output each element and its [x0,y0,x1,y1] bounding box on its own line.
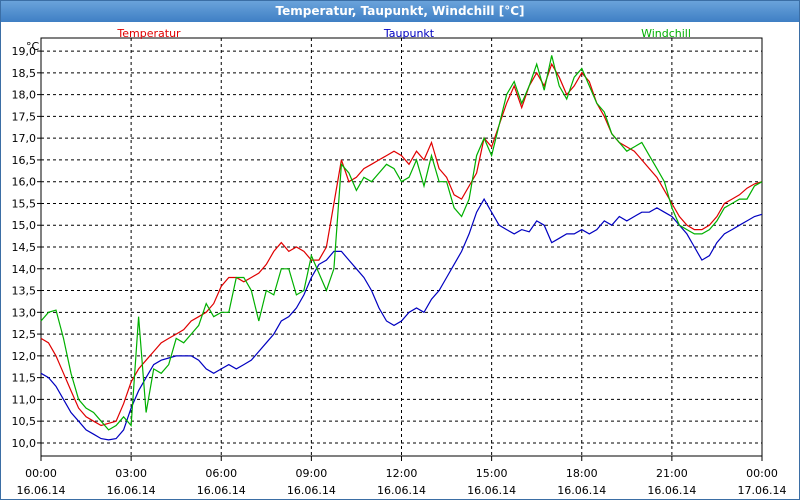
y-tick-label: 12,5 [12,328,37,341]
y-tick-label: 14,0 [12,263,37,276]
legend-temperatur: Temperatur [116,27,181,40]
y-axis: 10,0 10,5 11,0 11,5 12,0 12,5 13,0 13,5 14,0 14,5… [12,45,41,450]
x-tick-time: 12:00 [386,467,418,480]
x-tick-date: 16.06.14 [17,484,66,497]
x-tick-date: 16.06.14 [647,484,696,497]
y-tick-label: 11,5 [12,372,37,385]
y-tick-label: 15,0 [12,219,37,232]
y-tick-label: 17,5 [12,110,37,123]
series-line-temperatur [40,62,763,427]
y-tick-label: 13,0 [12,306,37,319]
y-tick-label: 19,0 [12,45,37,58]
y-tick-label: 11,0 [12,393,37,406]
window-title: Temperatur, Taupunkt, Windchill [°C] [1,1,799,22]
x-tick-time: 03:00 [115,467,147,480]
x-tick-date: 16.06.14 [287,484,336,497]
x-tick-time: 00:00 [746,467,778,480]
y-tick-label: 12,0 [12,350,37,363]
series-line-taupunkt [40,197,763,441]
y-tick-label: 16,5 [12,154,37,167]
legend: Temperatur Taupunkt Windchill [116,27,691,40]
x-tick-date: 16.06.14 [557,484,606,497]
legend-taupunkt: Taupunkt [383,27,435,40]
x-tick-time: 21:00 [656,467,688,480]
x-tick-date: 16.06.14 [197,484,246,497]
y-axis-label: °C [26,40,40,53]
x-axis: 00:00 16.06.14 03:00 16.06.14 06:00 16.06.14 0… [17,456,787,497]
x-tick-time: 15:00 [476,467,508,480]
y-tick-label: 15,5 [12,197,37,210]
y-tick-label: 14,5 [12,241,37,254]
x-tick-time: 18:00 [566,467,598,480]
y-tick-label: 18,0 [12,89,37,102]
y-tick-label: 16,0 [12,176,37,189]
y-tick-label: 17,0 [12,132,37,145]
x-tick-date: 17.06.14 [738,484,787,497]
x-tick-date: 16.06.14 [467,484,516,497]
grid-lines [41,38,762,456]
series-line-windchill [40,55,763,431]
x-tick-date: 16.06.14 [107,484,156,497]
x-tick-time: 09:00 [296,467,328,480]
y-tick-label: 10,0 [12,437,37,450]
y-tick-label: 10,5 [12,415,37,428]
y-tick-label: 13,5 [12,285,37,298]
series-layer [40,55,763,441]
x-tick-date: 16.06.14 [377,484,426,497]
x-tick-time: 00:00 [25,467,57,480]
legend-windchill: Windchill [641,27,691,40]
line-chart: 10,0 10,5 11,0 11,5 12,0 12,5 13,0 13,5 14,0 14,5… [12,27,787,497]
y-tick-label: 18,5 [12,67,37,80]
x-tick-time: 06:00 [205,467,237,480]
